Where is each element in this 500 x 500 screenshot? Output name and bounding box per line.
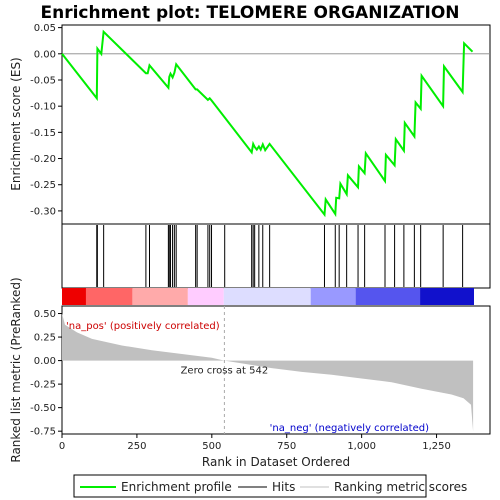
es-y-axis-label: Enrichment score (ES) <box>9 57 23 190</box>
legend-enrichment-label: Enrichment profile <box>121 480 232 494</box>
x-tick-label: 500 <box>202 441 221 452</box>
negative-correlation-label: 'na_neg' (negatively correlated) <box>270 423 429 434</box>
es-y-tick-label: -0.25 <box>30 180 56 191</box>
colorbar-segment <box>420 288 474 305</box>
metric-y-ticks: 0.50 0.25 0.00 -0.25 -0.50 -0.75 <box>30 309 62 438</box>
x-tick-label: 0 <box>59 441 65 452</box>
hits-panel-frame <box>61 223 491 289</box>
metric-y-tick-label: -0.75 <box>30 427 56 438</box>
es-y-tick-label: -0.30 <box>30 206 56 217</box>
metric-y-tick-label: 0.00 <box>34 356 56 367</box>
chart-title: Enrichment plot: TELOMERE ORGANIZATION <box>40 3 459 23</box>
metric-y-tick-label: -0.25 <box>30 380 56 391</box>
hits-panel <box>61 223 491 305</box>
positive-correlation-label: 'na_pos' (positively correlated) <box>66 321 220 332</box>
es-y-tick-label: -0.10 <box>30 102 56 113</box>
metric-y-tick-label: 0.50 <box>34 309 56 320</box>
x-axis-label: Rank in Dataset Ordered <box>202 455 350 469</box>
colorbar-segment <box>355 288 421 305</box>
enrichment-profile-line <box>61 29 474 218</box>
colorbar-segment <box>310 288 356 305</box>
legend-hits-label: Hits <box>272 480 295 494</box>
x-tick-label: 1,000 <box>347 441 376 452</box>
es-y-ticks: 0.05 0.00 -0.05 -0.10 -0.15 -0.20 -0.25 -0.30 <box>30 23 62 217</box>
zero-cross-label: Zero cross at 542 <box>181 365 269 376</box>
es-y-tick-label: 0.05 <box>34 23 56 34</box>
legend-metric-label: Ranking metric scores <box>334 480 467 494</box>
metric-panel-frame <box>61 305 491 435</box>
ranking-metric-area <box>62 313 474 432</box>
colorbar-segment <box>132 288 188 305</box>
es-y-tick-label: -0.15 <box>30 128 56 139</box>
colorbar-segment <box>223 288 311 305</box>
colorbar-segment <box>62 288 86 305</box>
metric-panel: 0.50 0.25 0.00 -0.25 -0.50 -0.75 Zero cross a… <box>9 277 491 463</box>
x-tick-label: 1,250 <box>422 441 451 452</box>
metric-y-tick-label: -0.50 <box>30 403 56 414</box>
ranking-colorbar <box>62 288 474 305</box>
colorbar-segment <box>85 288 133 305</box>
metric-y-axis-label: Ranked list metric (PreRanked) <box>9 277 23 462</box>
es-panel: 0.05 0.00 -0.05 -0.10 -0.15 -0.20 -0.25 -0.30 E… <box>9 23 491 225</box>
legend: Enrichment profile Hits Ranking metric s… <box>73 474 467 498</box>
hit-lines <box>96 225 464 287</box>
es-y-tick-label: -0.20 <box>30 154 56 165</box>
colorbar-segment <box>187 288 224 305</box>
x-tick-label: 250 <box>127 441 146 452</box>
es-y-tick-label: 0.00 <box>34 49 56 60</box>
x-axis-ticks: 0 250 500 750 1,000 1,250 <box>59 434 451 452</box>
es-y-tick-label: -0.05 <box>30 75 56 86</box>
x-tick-label: 750 <box>277 441 296 452</box>
legend-frame <box>73 474 427 498</box>
metric-y-tick-label: 0.25 <box>34 333 56 344</box>
